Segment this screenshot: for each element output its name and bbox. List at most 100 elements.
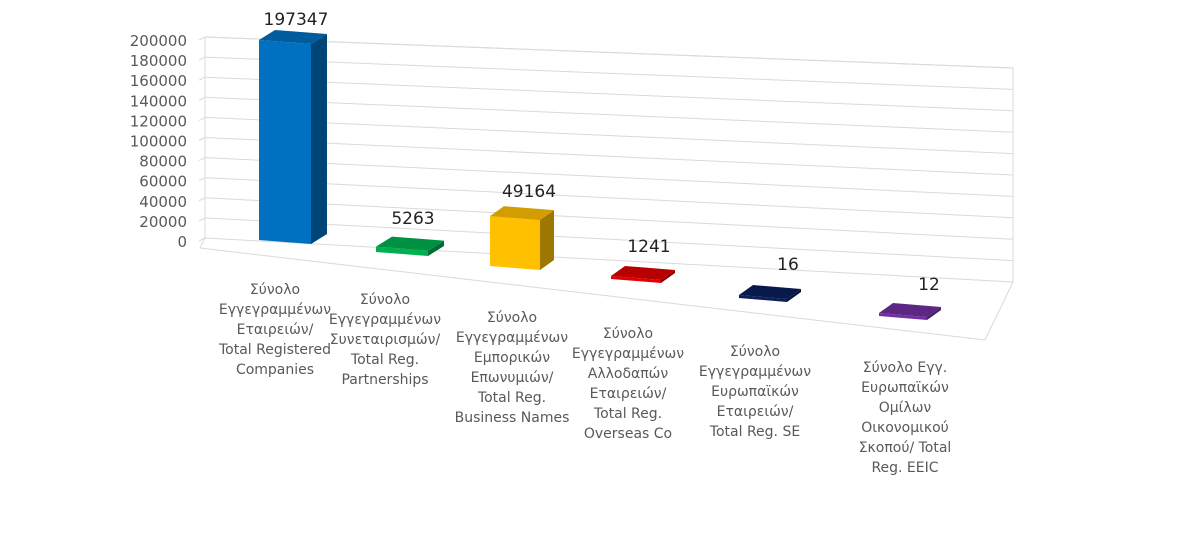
- axis-depth-tick: [198, 197, 206, 202]
- category-label-line: Total Reg.: [350, 352, 419, 368]
- y-tick-label: 120000: [130, 112, 187, 130]
- bar-side-face: [540, 210, 554, 270]
- bar-top-face: [611, 266, 675, 280]
- category-label-line: Total Reg.: [593, 406, 662, 422]
- category-label-line: Εμπορικών: [474, 350, 550, 366]
- bar-top-face: [879, 303, 941, 317]
- category-label: Σύνολο Εγγεγραμμένων Ευρωπαϊκών Εταιρειών/T…: [699, 344, 811, 440]
- bar-4: [611, 266, 675, 283]
- category-label-line: Overseas Co: [584, 426, 672, 442]
- category-label-line: Σύνολο: [730, 344, 780, 360]
- bar-2: [376, 236, 444, 256]
- category-label-line: Reg. EEIC: [871, 460, 938, 476]
- gridline: [204, 197, 1014, 240]
- y-tick-label: 140000: [130, 92, 187, 110]
- bar-side-face: [428, 240, 444, 256]
- y-tick-label: 200000: [130, 32, 187, 50]
- category-label-line: Οικονομικού: [861, 420, 949, 436]
- bar-5: [739, 285, 801, 302]
- y-tick-label: 40000: [139, 193, 187, 211]
- category-label-line: Εταιρειών/: [237, 322, 314, 338]
- y-tick-label: 180000: [130, 52, 187, 70]
- bar-front-face: [611, 276, 661, 283]
- gridline: [204, 76, 1014, 112]
- gridline: [204, 56, 1014, 90]
- category-label: Σύνολο Εγγεγραμμένων Εμπορικών Επωνυμιών/To…: [455, 310, 570, 426]
- bar-3: [490, 206, 554, 270]
- bar-top-face: [490, 206, 554, 221]
- data-label: 49164: [502, 182, 556, 202]
- bar-front-face: [879, 313, 927, 320]
- axis-depth-tick: [198, 36, 206, 41]
- bar-top-face: [376, 236, 444, 251]
- category-label-line: Total Registered: [218, 342, 331, 358]
- y-tick-label: 100000: [130, 133, 187, 151]
- category-label-line: Συνεταιρισμών/: [330, 332, 441, 348]
- gridline: [204, 137, 1014, 176]
- axis-depth-tick: [198, 237, 206, 242]
- data-label: 197347: [264, 10, 329, 30]
- category-label-line: Ευρωπαϊκών: [861, 380, 949, 396]
- data-label: 1241: [627, 237, 670, 257]
- axis-depth-tick: [198, 157, 206, 162]
- gridline: [204, 36, 1014, 69]
- category-label-line: Business Names: [455, 410, 570, 426]
- category-label-line: Αλλοδαπών: [588, 366, 669, 382]
- data-label: 5263: [391, 209, 434, 229]
- axis-depth-tick: [198, 137, 206, 141]
- category-label-line: Σύνολο: [603, 326, 653, 342]
- bar-front-face: [490, 216, 540, 270]
- data-label: 12: [918, 275, 940, 295]
- y-tick-label: 0: [177, 233, 187, 251]
- category-label-line: Εγγεγραμμένων: [699, 364, 811, 380]
- bar-side-face: [927, 307, 941, 320]
- category-label-line: Σύνολο: [250, 282, 300, 298]
- gridline: [204, 96, 1014, 133]
- category-label-line: Εταιρειών/: [590, 386, 667, 402]
- category-label-line: Εγγεγραμμένων: [329, 312, 441, 328]
- gridline: [204, 157, 1014, 197]
- y-tick-label: 80000: [139, 153, 187, 171]
- bar-front-face: [739, 295, 787, 302]
- category-label: Σύνολο Εγγεγραμμένων Συνεταιρισμών/Total R…: [329, 292, 441, 388]
- gridline: [204, 177, 1014, 219]
- category-label-line: Companies: [236, 362, 314, 378]
- axis-depth-tick: [198, 217, 206, 222]
- category-label-line: Επωνυμιών/: [471, 370, 554, 386]
- bar-6: [879, 303, 941, 320]
- category-label-line: Εγγεγραμμένων: [572, 346, 684, 362]
- category-label-line: Total Reg.: [477, 390, 546, 406]
- bar-front-face: [259, 40, 311, 244]
- bar-side-face: [787, 289, 801, 302]
- y-tick-label: 60000: [139, 173, 187, 191]
- bar-1: [259, 30, 327, 244]
- axis-depth-tick: [198, 177, 206, 182]
- bar-side-face: [311, 34, 327, 244]
- floor-plane: [199, 237, 1014, 341]
- category-label-line: Ευρωπαϊκών: [711, 384, 799, 400]
- category-label-line: Partnerships: [341, 372, 428, 388]
- bar-top-face: [739, 285, 801, 299]
- axis-depth-tick: [198, 116, 206, 121]
- gridline: [204, 217, 1014, 262]
- category-label: Σύνολο Εγγεγραμμένων Εταιρειών/Total Regis…: [218, 282, 331, 378]
- category-label: Σύνολο Εγγ. Ευρωπαϊκών Ομίλων Οικονομικού Σκ…: [859, 360, 952, 476]
- data-label: 16: [777, 255, 799, 275]
- category-label-line: Εγγεγραμμένων: [219, 302, 331, 318]
- bar-side-face: [661, 270, 675, 283]
- bar-top-face: [259, 30, 327, 44]
- axis-depth-tick: [198, 76, 206, 81]
- category-label-line: Σύνολο Εγγ.: [863, 360, 948, 376]
- axis-depth-tick: [198, 56, 206, 61]
- axis-depth-tick: [198, 96, 206, 101]
- gridline: [204, 116, 1014, 155]
- category-label-line: Εγγεγραμμένων: [456, 330, 568, 346]
- category-label-line: Σύνολο: [487, 310, 537, 326]
- category-label-line: Σύνολο: [360, 292, 410, 308]
- category-label-line: Total Reg. SE: [709, 424, 800, 440]
- category-label-line: Ομίλων: [879, 400, 932, 416]
- y-tick-label: 20000: [139, 213, 187, 231]
- category-label: Σύνολο Εγγεγραμμένων Αλλοδαπών Εταιρειών/To…: [572, 326, 684, 442]
